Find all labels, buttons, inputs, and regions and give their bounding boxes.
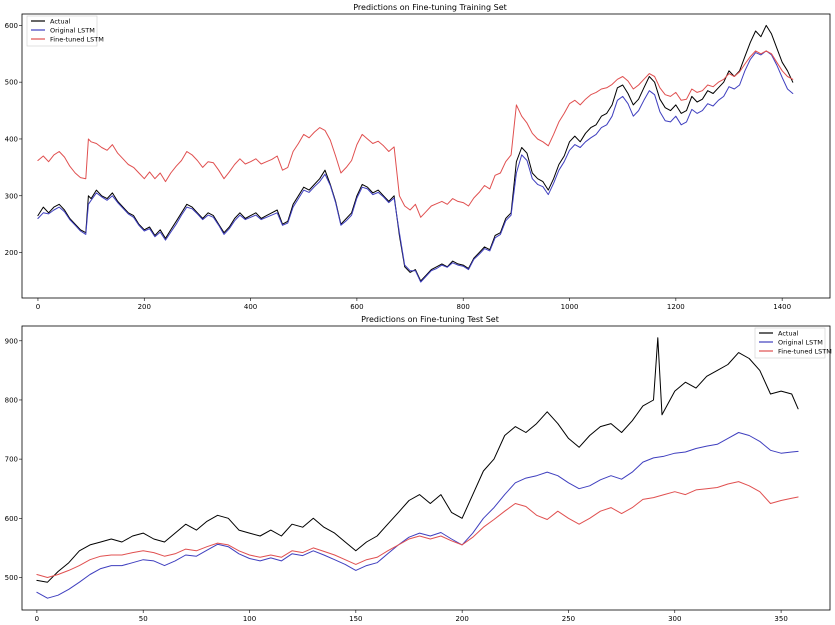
y-tick-label: 300 bbox=[5, 192, 18, 200]
y-tick-label: 800 bbox=[5, 396, 18, 404]
series-line-original-lstm bbox=[36, 432, 799, 599]
y-tick-label: 700 bbox=[5, 456, 18, 464]
series-group bbox=[36, 337, 799, 599]
training-set-chart: Predictions on Fine-tuning Training Set … bbox=[5, 3, 831, 311]
plot-area-frame bbox=[21, 325, 831, 611]
x-tick-label: 1000 bbox=[561, 303, 579, 311]
series-line-fine-tuned-lstm bbox=[36, 481, 799, 578]
x-tick-label: 0 bbox=[35, 615, 39, 623]
series-group bbox=[37, 24, 794, 283]
x-tick-label: 50 bbox=[139, 615, 148, 623]
x-tick-label: 300 bbox=[668, 615, 681, 623]
y-tick-label: 900 bbox=[5, 337, 18, 345]
x-tick-label: 1400 bbox=[773, 303, 791, 311]
legend-label-original-lstm: Original LSTM bbox=[50, 27, 95, 35]
legend-box bbox=[26, 15, 98, 47]
y-tick-label: 500 bbox=[5, 79, 18, 87]
x-tick-label: 100 bbox=[243, 615, 256, 623]
y-tick-label: 200 bbox=[5, 249, 18, 257]
x-tick-label: 350 bbox=[774, 615, 787, 623]
x-tick-label: 150 bbox=[349, 615, 362, 623]
y-tick-label: 600 bbox=[5, 515, 18, 523]
y-tick-label: 600 bbox=[5, 22, 18, 30]
y-tick-label: 400 bbox=[5, 135, 18, 143]
legend: Actual Original LSTM Fine-tuned LSTM bbox=[26, 15, 104, 47]
legend-label-actual: Actual bbox=[50, 18, 71, 26]
x-tick-label: 200 bbox=[455, 615, 468, 623]
x-tick-label: 800 bbox=[457, 303, 470, 311]
legend-label-actual: Actual bbox=[778, 330, 799, 338]
legend-label-fine-tuned-lstm: Fine-tuned LSTM bbox=[50, 36, 104, 44]
x-tick-label: 200 bbox=[138, 303, 151, 311]
chart-title: Predictions on Fine-tuning Test Set bbox=[361, 315, 499, 324]
axis-ticks: 0 50 100 150 200 250 300 350 500 600 700 800 900 bbox=[5, 337, 788, 623]
test-set-chart: Predictions on Fine-tuning Test Set 0 50 1… bbox=[5, 315, 832, 623]
x-tick-label: 250 bbox=[562, 615, 575, 623]
legend-label-original-lstm: Original LSTM bbox=[778, 339, 823, 347]
plot-area-frame bbox=[21, 13, 831, 299]
x-tick-label: 600 bbox=[350, 303, 363, 311]
chart-title: Predictions on Fine-tuning Training Set bbox=[353, 3, 507, 12]
x-tick-label: 400 bbox=[244, 303, 257, 311]
series-line-fine-tuned-lstm bbox=[37, 50, 794, 218]
x-tick-label: 1200 bbox=[667, 303, 685, 311]
y-tick-label: 500 bbox=[5, 574, 18, 582]
x-tick-label: 0 bbox=[36, 303, 40, 311]
legend-label-fine-tuned-lstm: Fine-tuned LSTM bbox=[778, 348, 832, 356]
series-line-actual bbox=[36, 337, 799, 583]
axis-ticks: 0 200 400 600 800 1000 1200 1400 200 300 400 500 600 bbox=[5, 22, 791, 311]
series-line-original-lstm bbox=[37, 50, 794, 283]
legend: Actual Original LSTM Fine-tuned LSTM bbox=[754, 327, 832, 359]
